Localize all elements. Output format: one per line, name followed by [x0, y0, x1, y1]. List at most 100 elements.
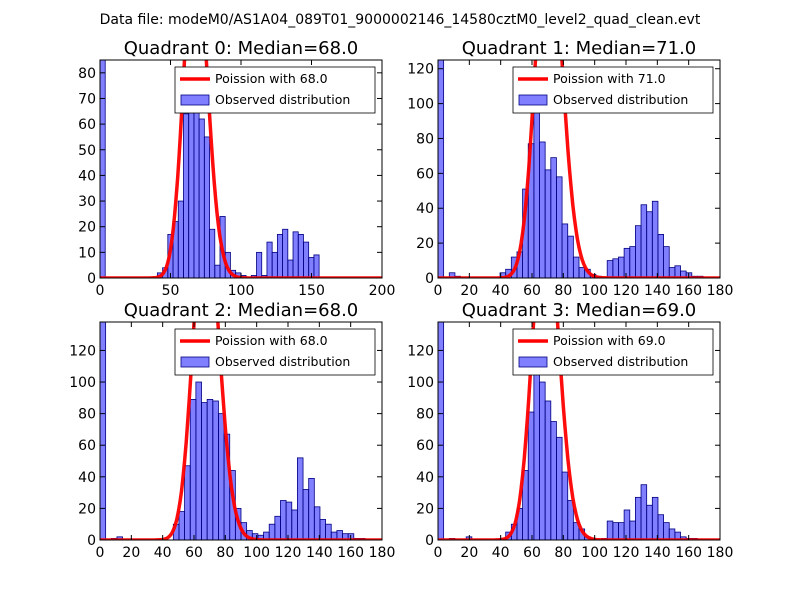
quadrant-2-ytick-label: 80	[78, 407, 96, 423]
quadrant-1-bar-36	[640, 204, 648, 278]
quadrant-2-ytick-label: 0	[87, 533, 96, 549]
quadrant-1-bar-32	[618, 256, 625, 278]
quadrant-1-xtick-label: 40	[492, 283, 510, 299]
quadrant-0-bar-18	[193, 95, 200, 278]
quadrant-3-bar-21	[556, 436, 563, 540]
quadrant-0-ytick-label: 80	[78, 66, 96, 82]
quadrant-0-legend: Poission with 68.0 Observed distribution	[174, 66, 376, 114]
quadrant-1-legend-bar-swatch	[518, 94, 548, 106]
quadrant-2-bar-15	[184, 465, 191, 540]
quadrant-2-bar-20	[212, 400, 219, 540]
quadrant-2-xtick-label: 160	[337, 545, 364, 561]
quadrant-2-bar-34	[291, 509, 298, 540]
quadrant-0-xtick-label: 0	[96, 283, 105, 299]
quadrant-3-bar-33	[623, 509, 631, 540]
quadrant-3-xtick-label: 140	[644, 545, 671, 561]
quadrant-0-bar-17	[188, 108, 195, 278]
quadrant-3-bar-23	[567, 500, 574, 540]
quadrant-0-legend-line-label: Poission with 68.0	[215, 71, 328, 86]
quadrant-1-bar-21	[556, 176, 563, 278]
quadrant-0-bar-21	[209, 228, 216, 278]
quadrant-1-xtick-label: 0	[434, 283, 443, 299]
quadrant-2-xtick-label: 0	[96, 545, 105, 561]
quadrant-2-axes-frame	[99, 321, 383, 541]
quadrant-3-xtick-label: 180	[707, 545, 734, 561]
quadrant-0-ytick-label: 50	[78, 143, 96, 159]
quadrant-2-bar-30	[268, 523, 276, 540]
quadrant-2-bar-35	[296, 457, 304, 540]
quadrant-0-bar-39	[303, 241, 310, 278]
quadrant-3-xtick-label: 60	[523, 545, 541, 561]
quadrant-0-legend-bar-swatch	[180, 94, 210, 106]
quadrant-3-xtick-label: 80	[554, 545, 572, 561]
quadrant-1-bar-22	[561, 223, 569, 278]
quadrant-3-xtick-label: 160	[675, 545, 702, 561]
quadrant-2-legend: Poission with 68.0 Observed distribution	[174, 328, 376, 376]
quadrant-1-bar-30	[606, 260, 614, 278]
quadrant-0-bar-33	[271, 251, 278, 278]
quadrant-0-bar-16	[183, 113, 190, 278]
quadrant-1-bar-37	[646, 211, 653, 278]
quadrant-0-bar-37	[292, 231, 299, 278]
quadrant-1-bar-18	[539, 141, 546, 278]
quadrant-2-bar-36	[302, 489, 310, 540]
quadrant-1-ytick-label: 0	[425, 271, 434, 287]
quadrant-0-xtick-label: 100	[228, 283, 255, 299]
quadrant-3-axes-frame	[437, 321, 721, 541]
quadrant-3-xtick-label: 20	[460, 545, 478, 561]
quadrant-1-ytick-label: 100	[407, 97, 434, 113]
quadrant-1-ytick-label: 60	[416, 166, 434, 182]
quadrant-3-ytick-label: 120	[407, 343, 434, 359]
quadrant-2-legend-line-label: Poission with 68.0	[215, 333, 328, 348]
quadrant-1-bar-23	[567, 235, 574, 278]
quadrant-0-legend-bar-label: Observed distribution	[215, 92, 350, 107]
quadrant-0-ytick-label: 60	[78, 117, 96, 133]
quadrant-2-xtick-label: 80	[216, 545, 234, 561]
quadrant-2-bar-32	[280, 500, 287, 540]
quadrant-1-bar-34	[629, 246, 636, 278]
quadrant-1-bar-2	[448, 272, 456, 278]
quadrant-1-bar-20	[550, 157, 557, 278]
quadrant-3-bar-30	[606, 520, 614, 540]
quadrant-3-ytick-label: 20	[416, 501, 434, 517]
quadrant-3-bar-20	[550, 421, 557, 540]
quadrant-2-xtick-label: 20	[122, 545, 140, 561]
quadrant-2-title: Quadrant 2: Median=68.0	[124, 300, 359, 321]
quadrant-0-ytick-label: 20	[78, 220, 96, 236]
quadrant-3-bar-22	[561, 471, 569, 540]
quadrant-0-bar-0	[100, 60, 106, 278]
quadrant-1-bar-19	[544, 169, 552, 278]
quadrant-0-bar-30	[256, 251, 263, 278]
quadrant-1-xtick-label: 120	[613, 283, 640, 299]
quadrant-3-bar-16	[527, 411, 535, 540]
quadrant-1-ytick-label: 20	[416, 236, 434, 252]
quadrant-1-xtick-label: 20	[460, 283, 478, 299]
quadrant-1-bar-39	[657, 233, 665, 278]
quadrant-3-title: Quadrant 3: Median=69.0	[462, 300, 697, 321]
quadrant-0-bar-38	[297, 233, 304, 278]
quadrant-1-ytick-label: 120	[407, 62, 434, 78]
quadrant-2-ytick-label: 100	[69, 375, 96, 391]
quadrant-1-bar-42	[674, 265, 681, 278]
quadrant-0-xtick-label: 200	[369, 283, 396, 299]
quadrant-2-ytick-label: 20	[78, 501, 96, 517]
quadrant-2-bar-0	[100, 322, 107, 540]
quadrant-1-xtick-label: 160	[675, 283, 702, 299]
quadrant-3-bar-36	[640, 484, 648, 540]
quadrant-3-bar-37	[646, 504, 653, 540]
quadrant-3-ytick-label: 40	[416, 470, 434, 486]
quadrant-2-plot-area	[100, 322, 382, 540]
quadrant-3-bar-0	[438, 322, 445, 540]
quadrant-3-legend-line-label: Poission with 69.0	[553, 333, 666, 348]
quadrant-0-bar-34	[276, 233, 283, 278]
quadrant-3-legend-bar-swatch	[518, 356, 548, 368]
quadrant-2-bar-21	[218, 413, 225, 540]
quadrant-1-bar-31	[612, 258, 619, 278]
quadrant-3-ytick-label: 100	[407, 375, 434, 391]
quadrant-3-xtick-label: 120	[613, 545, 640, 561]
quadrant-1-axes-frame	[437, 59, 721, 279]
quadrant-2-poisson-line	[100, 322, 382, 540]
quadrant-2-chart: Quadrant 2: Median=68.00 20 40 60 80 100 120 14…	[69, 300, 395, 561]
quadrant-3-bar-39	[657, 514, 665, 540]
